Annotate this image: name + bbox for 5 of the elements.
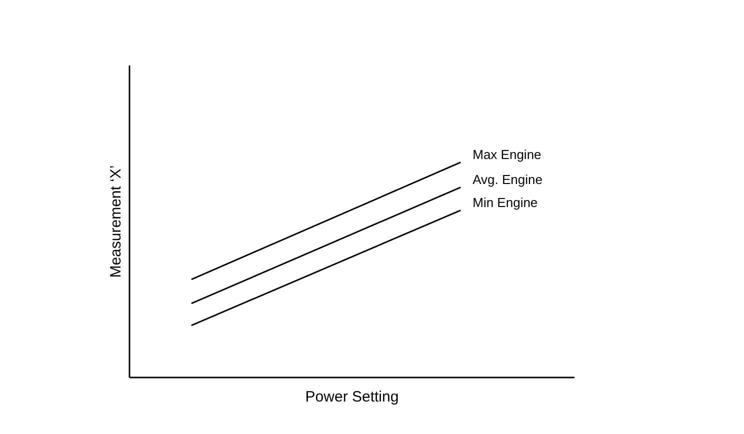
y-axis-title: Measurement ‘X’ bbox=[108, 165, 124, 278]
x-axis-title: Power Setting bbox=[305, 388, 399, 406]
series-label: Avg. Engine bbox=[472, 172, 542, 187]
series-label: Max Engine bbox=[472, 146, 542, 162]
series-label: Min Engine bbox=[472, 194, 538, 210]
